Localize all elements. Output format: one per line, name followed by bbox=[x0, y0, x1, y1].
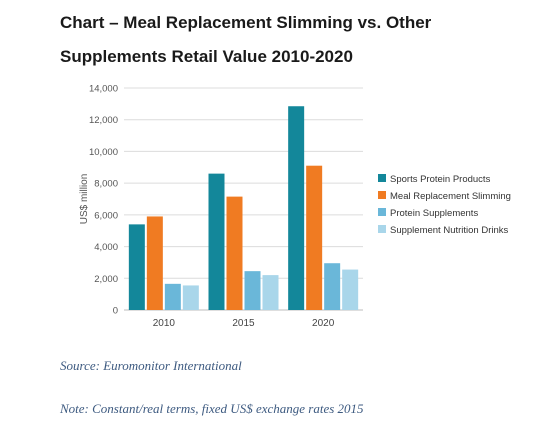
y-tick-label: 10,000 bbox=[89, 147, 118, 158]
bar-2020-1 bbox=[306, 165, 323, 310]
y-tick-label: 14,000 bbox=[89, 84, 118, 95]
y-tick-labels: 0 2,000 4,000 6,000 8,000 10,000 12,000 14,000 bbox=[89, 84, 118, 317]
legend-swatch bbox=[378, 208, 386, 216]
y-tick-label: 0 bbox=[113, 306, 118, 317]
y-tick-label: 2,000 bbox=[94, 274, 118, 285]
source-note: Source: Euromonitor International bbox=[60, 358, 242, 373]
legend: Sports Protein Products Meal Replacement … bbox=[378, 174, 511, 236]
y-tick-label: 8,000 bbox=[94, 179, 118, 190]
x-tick-label: 2010 bbox=[153, 318, 176, 329]
legend-swatch bbox=[378, 225, 386, 233]
bar-2010-3 bbox=[182, 285, 199, 310]
bar-2020-0 bbox=[288, 106, 305, 310]
bar-2020-3 bbox=[342, 269, 359, 310]
y-axis-label: US$ million bbox=[79, 174, 90, 225]
bar-2010-0 bbox=[128, 224, 145, 310]
legend-swatch bbox=[378, 191, 386, 199]
legend-swatch bbox=[378, 174, 386, 182]
bar-2010-1 bbox=[146, 216, 163, 310]
bars bbox=[128, 106, 359, 310]
bar-2015-1 bbox=[226, 196, 243, 310]
bar-2020-2 bbox=[324, 263, 341, 310]
y-tick-label: 6,000 bbox=[94, 210, 118, 221]
footnote: Note: Constant/real terms, fixed US$ exc… bbox=[60, 401, 364, 416]
legend-label: Protein Supplements bbox=[390, 208, 478, 219]
bar-2015-3 bbox=[262, 275, 279, 310]
y-tick-label: 12,000 bbox=[89, 115, 118, 126]
bar-2010-2 bbox=[164, 283, 181, 310]
legend-label: Supplement Nutrition Drinks bbox=[390, 225, 509, 236]
grid-lines bbox=[124, 87, 363, 311]
x-tick-label: 2020 bbox=[312, 318, 335, 329]
bar-2015-0 bbox=[208, 173, 225, 310]
page-title: Chart – Meal Replacement Slimming vs. Ot… bbox=[60, 13, 432, 66]
legend-label: Meal Replacement Slimming bbox=[390, 191, 511, 202]
x-tick-label: 2015 bbox=[232, 318, 255, 329]
x-tick-labels: 2010 2015 2020 bbox=[153, 318, 335, 329]
bar-2015-2 bbox=[244, 271, 261, 310]
legend-label: Sports Protein Products bbox=[390, 174, 491, 185]
y-tick-label: 4,000 bbox=[94, 242, 118, 253]
